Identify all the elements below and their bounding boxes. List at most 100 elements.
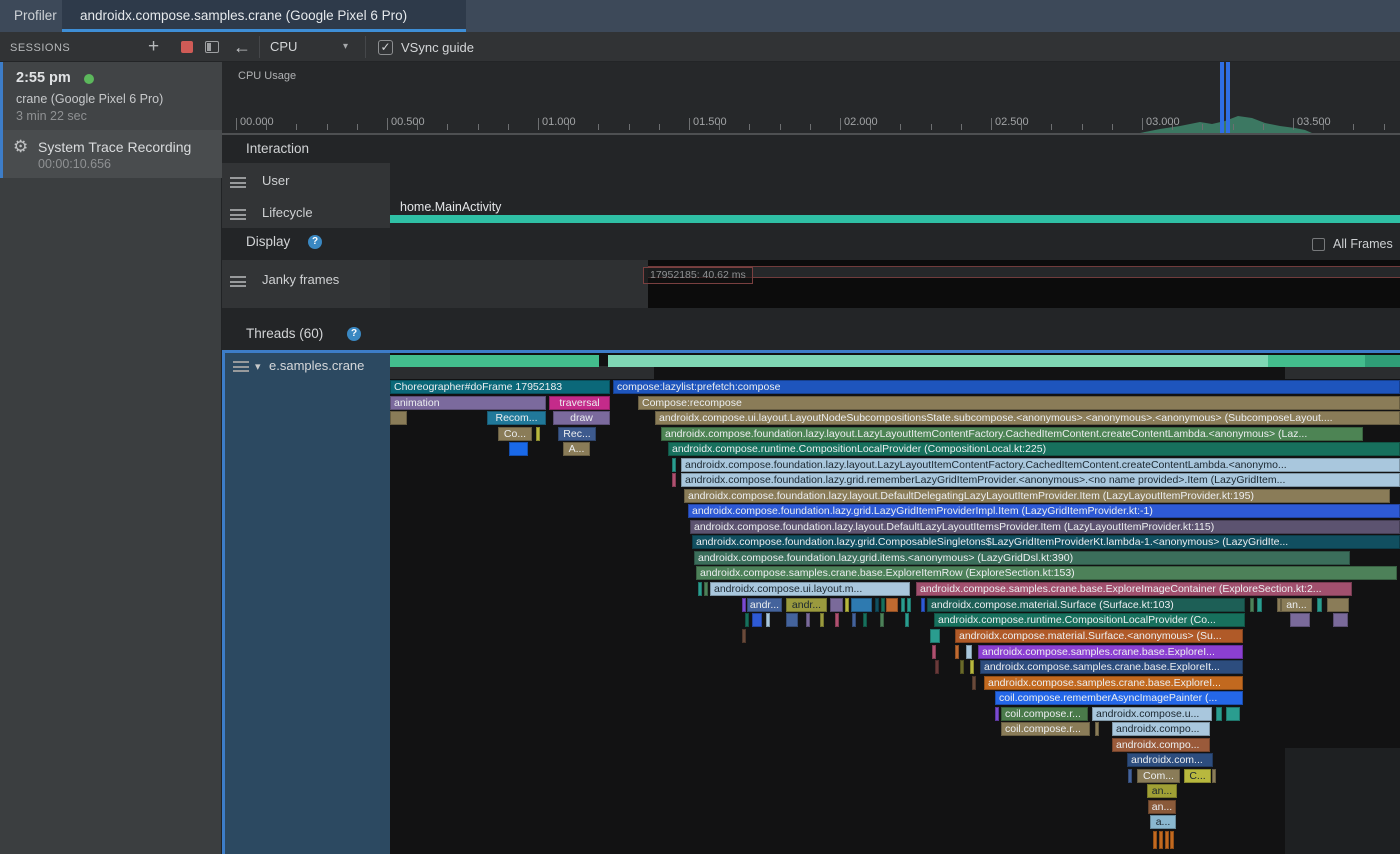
flame-bar[interactable] (995, 707, 999, 721)
flame-bar[interactable] (970, 660, 974, 674)
flame-bar[interactable] (742, 598, 746, 612)
flame-bar[interactable] (745, 613, 749, 627)
flame-bar[interactable]: Recom... (487, 411, 546, 425)
flame-bar[interactable] (536, 427, 540, 441)
collapse-panel-icon[interactable] (205, 41, 219, 53)
drag-handle-icon[interactable] (230, 276, 246, 287)
flame-bar[interactable] (1250, 598, 1254, 612)
flame-bar[interactable]: Compose:recompose (638, 396, 1400, 410)
flame-bar[interactable]: androidx.compose.foundation.lazy.layout.… (690, 520, 1400, 534)
flame-bar[interactable] (875, 598, 879, 612)
flame-bar[interactable] (972, 676, 976, 690)
drag-handle-icon[interactable] (230, 177, 246, 188)
flame-bar[interactable]: an... (1148, 800, 1176, 814)
tab-profiler[interactable]: Profiler (14, 8, 57, 23)
all-frames-checkbox[interactable] (1312, 238, 1325, 251)
flame-bar[interactable]: A... (563, 442, 590, 456)
flame-bar[interactable] (1317, 598, 1322, 612)
flame-bar[interactable] (672, 473, 676, 487)
flame-bar[interactable] (1095, 722, 1099, 736)
flame-bar[interactable] (930, 629, 940, 643)
flame-bar[interactable] (672, 458, 676, 472)
flame-bar[interactable]: Com... (1137, 769, 1180, 783)
flame-bar[interactable] (921, 598, 925, 612)
flame-bar[interactable]: androidx.compose.ui.layout.m... (710, 582, 910, 596)
flame-bar[interactable]: Choreographer#doFrame 17952183 (390, 380, 610, 394)
flame-bar[interactable] (1153, 831, 1157, 849)
flame-bar[interactable] (509, 442, 528, 456)
flame-bar[interactable] (905, 613, 909, 627)
flame-bar[interactable]: androidx.compose.samples.crane.base.Expl… (916, 582, 1352, 596)
flame-bar[interactable]: C... (1184, 769, 1211, 783)
flame-bar[interactable] (1257, 598, 1262, 612)
flame-bar[interactable] (886, 598, 898, 612)
flame-bar[interactable] (1212, 769, 1216, 783)
flame-bar[interactable] (766, 613, 770, 627)
flame-bar[interactable]: androidx.compose.samples.crane.base.Expl… (978, 645, 1243, 659)
flame-bar[interactable] (820, 613, 824, 627)
flame-bar[interactable]: androidx.compose.material.Surface.<anony… (955, 629, 1243, 643)
flame-bar[interactable]: draw (553, 411, 610, 425)
flame-bar[interactable] (852, 613, 856, 627)
flame-bar[interactable] (1165, 831, 1169, 849)
flame-bar[interactable] (390, 411, 407, 425)
flame-bar[interactable]: androidx.compose.foundation.lazy.grid.Co… (692, 535, 1400, 549)
stop-recording-icon[interactable] (181, 41, 193, 53)
thread-state-segment[interactable] (608, 355, 1268, 367)
chevron-down-icon[interactable]: ▾ (343, 41, 349, 52)
flame-bar[interactable]: Co... (498, 427, 532, 441)
flame-bar[interactable] (806, 613, 810, 627)
flame-bar[interactable] (830, 598, 843, 612)
flame-bar[interactable]: coil.compose.rememberAsyncImagePainter (… (995, 691, 1243, 705)
flame-bar[interactable] (935, 660, 939, 674)
flame-bar[interactable] (1226, 707, 1240, 721)
back-arrow-icon[interactable]: ← (233, 37, 251, 57)
flame-bar[interactable]: androidx.compose.foundation.lazy.grid.re… (681, 473, 1400, 487)
flame-bar[interactable]: a... (1150, 815, 1176, 829)
help-icon[interactable]: ? (308, 235, 322, 249)
help-icon[interactable]: ? (347, 327, 361, 341)
flame-bar[interactable] (863, 613, 867, 627)
thread-row-crane[interactable]: ▾ e.samples.crane (222, 353, 390, 854)
lifecycle-track-label[interactable]: Lifecycle (262, 205, 313, 220)
flame-bar[interactable] (966, 645, 972, 659)
flame-bar[interactable] (698, 582, 702, 596)
flame-bar[interactable] (1159, 831, 1163, 849)
flame-bar[interactable]: traversal (549, 396, 610, 410)
tab-session[interactable]: androidx.compose.samples.crane (Google P… (62, 0, 466, 32)
flame-bar[interactable]: androidx.compose.runtime.CompositionLoca… (934, 613, 1245, 627)
flame-bar[interactable]: androidx.com... (1127, 753, 1213, 767)
flame-bar[interactable]: Rec... (558, 427, 596, 441)
flame-bar[interactable] (1333, 613, 1348, 627)
flame-bar[interactable]: androidx.compose.runtime.CompositionLoca… (668, 442, 1400, 456)
flame-bar[interactable]: androidx.compo... (1112, 738, 1210, 752)
flame-bar[interactable]: androidx.compo... (1112, 722, 1210, 736)
flame-bar[interactable] (1128, 769, 1132, 783)
session-recording-item[interactable]: ⚙ System Trace Recording 00:00:10.656 (0, 130, 222, 178)
flame-bar[interactable] (881, 598, 885, 612)
flame-bar[interactable]: androidx.compose.samples.crane.base.Expl… (980, 660, 1243, 674)
flame-bar[interactable]: androidx.compose.foundation.lazy.grid.it… (694, 551, 1350, 565)
flame-bar[interactable]: androidx.compose.samples.crane.base.Expl… (696, 566, 1397, 580)
flame-bar[interactable] (1216, 707, 1222, 721)
flame-bar[interactable] (742, 629, 746, 643)
flame-bar[interactable] (1290, 613, 1310, 627)
flame-bar[interactable] (845, 598, 849, 612)
cpu-timeline-ruler[interactable]: CPU Usage 00.000 00.500 01.000 01.500 02.000… (222, 62, 1400, 135)
user-track-label[interactable]: User (262, 173, 290, 188)
flame-bar[interactable]: androidx.compose.foundation.lazy.layout.… (684, 489, 1390, 503)
flame-bar[interactable]: androidx.compose.u... (1092, 707, 1212, 721)
flame-bar[interactable]: coil.compose.r... (1001, 707, 1088, 721)
flame-bar[interactable] (960, 660, 964, 674)
flame-bar[interactable]: androidx.compose.foundation.lazy.grid.La… (688, 504, 1400, 518)
chevron-down-icon[interactable]: ▾ (255, 361, 261, 373)
janky-frames-label[interactable]: Janky frames (262, 272, 340, 287)
flame-bar[interactable]: androidx.compose.foundation.lazy.layout.… (661, 427, 1363, 441)
flame-bar[interactable]: androidx.compose.ui.layout.LayoutNodeSub… (655, 411, 1400, 425)
flame-bar[interactable]: coil.compose.r... (1001, 722, 1090, 736)
session-item[interactable]: 2:55 pm crane (Google Pixel 6 Pro) 3 min… (0, 62, 222, 130)
flame-bar[interactable] (1327, 598, 1349, 612)
flame-bar[interactable] (704, 582, 708, 596)
flame-bar[interactable] (786, 613, 798, 627)
flame-bar[interactable] (955, 645, 959, 659)
